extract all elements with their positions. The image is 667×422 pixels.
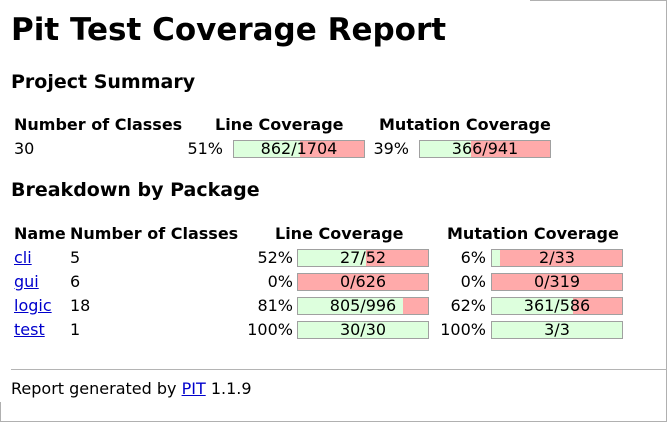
package-line-bar-text: 0/626 [339, 273, 387, 291]
package-mutation-percent: 0% [460, 272, 486, 291]
package-classes: 5 [70, 248, 81, 267]
footer-divider [11, 369, 667, 370]
summary-line-bar-fill [234, 141, 300, 157]
package-line-bar-fill [298, 298, 404, 314]
breakdown-header-mutation: Mutation Coverage [447, 224, 619, 243]
window-border-top [530, 0, 667, 1]
package-line-bar-text: 30/30 [339, 321, 387, 339]
package-mutation-percent: 100% [440, 320, 486, 339]
package-link-gui[interactable]: gui [14, 272, 39, 291]
summary-header-line: Line Coverage [215, 115, 344, 134]
package-line-bar-fill [298, 250, 366, 266]
pit-link[interactable]: PIT [181, 379, 206, 398]
package-mutation-bar-text: 0/319 [533, 273, 581, 291]
footer-prefix: Report generated by [11, 379, 177, 398]
summary-mutation-bar-text: 366/941 [451, 140, 519, 158]
package-line-percent: 81% [257, 296, 293, 315]
summary-line-bar: 862/1704 [233, 140, 365, 158]
summary-line-bar-text: 862/1704 [260, 140, 338, 158]
summary-line-percent: 51% [187, 139, 223, 158]
package-line-bar: 805/996 [297, 297, 429, 315]
package-mutation-bar: 361/586 [491, 297, 623, 315]
package-mutation-bar: 0/319 [491, 273, 623, 291]
package-line-bar-text: 805/996 [329, 297, 397, 315]
summary-mutation-bar: 366/941 [419, 140, 551, 158]
package-line-bar: 0/626 [297, 273, 429, 291]
footer: Report generated by PIT 1.1.9 [11, 379, 252, 399]
summary-mutation-percent: 39% [373, 139, 409, 158]
package-mutation-percent: 6% [460, 248, 486, 267]
summary-header-classes: Number of Classes [14, 115, 183, 134]
window-border-left [0, 402, 1, 422]
project-summary-heading: Project Summary [11, 71, 196, 93]
package-line-percent: 52% [257, 248, 293, 267]
summary-classes-value: 30 [14, 139, 35, 158]
summary-header-mutation: Mutation Coverage [379, 115, 551, 134]
package-mutation-bar-fill [492, 322, 622, 338]
page-title: Pit Test Coverage Report [11, 12, 447, 48]
package-mutation-bar: 2/33 [491, 249, 623, 267]
package-line-bar: 30/30 [297, 321, 429, 339]
package-classes: 18 [70, 296, 91, 315]
breakdown-header-name: Name [14, 224, 66, 243]
breakdown-header-line: Line Coverage [275, 224, 404, 243]
package-line-bar-fill [298, 322, 428, 338]
package-link-cli[interactable]: cli [14, 248, 32, 267]
breakdown-header-classes: Number of Classes [70, 224, 239, 243]
package-line-percent: 100% [247, 320, 293, 339]
package-mutation-bar: 3/3 [491, 321, 623, 339]
footer-version: 1.1.9 [210, 379, 252, 398]
breakdown-heading: Breakdown by Package [11, 179, 260, 201]
summary-mutation-bar-fill [420, 141, 471, 157]
package-mutation-bar-fill [492, 250, 500, 266]
package-mutation-percent: 62% [450, 296, 486, 315]
package-mutation-bar-text: 3/3 [544, 321, 570, 339]
package-classes: 6 [70, 272, 81, 291]
package-classes: 1 [70, 320, 81, 339]
package-mutation-bar-text: 2/33 [539, 249, 575, 267]
package-line-bar-text: 27/52 [339, 249, 387, 267]
package-line-percent: 0% [267, 272, 293, 291]
package-link-test[interactable]: test [14, 320, 45, 339]
package-link-logic[interactable]: logic [14, 296, 52, 315]
package-mutation-bar-text: 361/586 [523, 297, 591, 315]
package-line-bar: 27/52 [297, 249, 429, 267]
package-mutation-bar-fill [492, 298, 573, 314]
